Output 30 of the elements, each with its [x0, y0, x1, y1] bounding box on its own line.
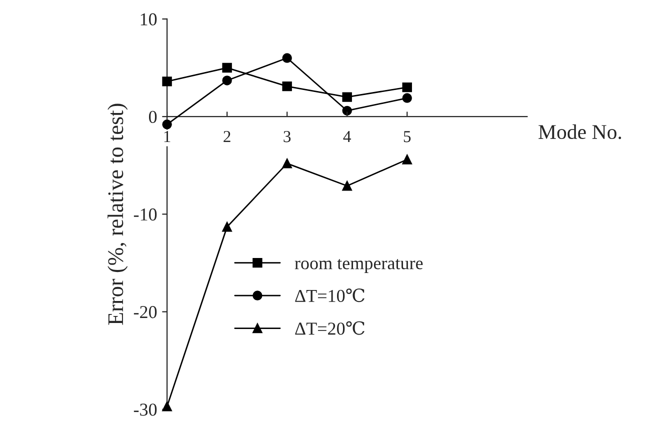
point [162, 76, 172, 86]
y-tick-label: -20 [134, 306, 157, 318]
legend-label: room temperature [294, 258, 423, 273]
point [342, 92, 352, 102]
x-tick-label: 4 [343, 131, 352, 142]
x-tick-label: 1 [164, 131, 170, 142]
y-tick-label: 0 [148, 110, 157, 124]
y-tick-label: 10 [140, 13, 157, 26]
point [222, 222, 232, 232]
legend-label: ΔT=20℃ [295, 321, 364, 335]
point [162, 120, 172, 130]
point [342, 106, 352, 116]
x-tick-label: 3 [284, 130, 291, 142]
legend-label: ΔT=10℃ [295, 288, 364, 302]
y-axis-title: Error (%, relative to test) [108, 104, 128, 325]
point [342, 181, 352, 191]
point [222, 62, 232, 73]
point [162, 402, 172, 412]
x-axis-title: Mode No. [538, 124, 622, 140]
point [402, 154, 412, 164]
point [222, 76, 232, 86]
y-tick-label: -10 [134, 208, 157, 221]
y-tick-label: -30 [134, 404, 157, 416]
point [402, 93, 412, 103]
x-tick-label: 5 [404, 131, 411, 142]
x-tick-label: 2 [224, 130, 230, 142]
point [282, 81, 292, 92]
point [402, 82, 412, 92]
point [282, 158, 292, 168]
point [282, 53, 292, 63]
